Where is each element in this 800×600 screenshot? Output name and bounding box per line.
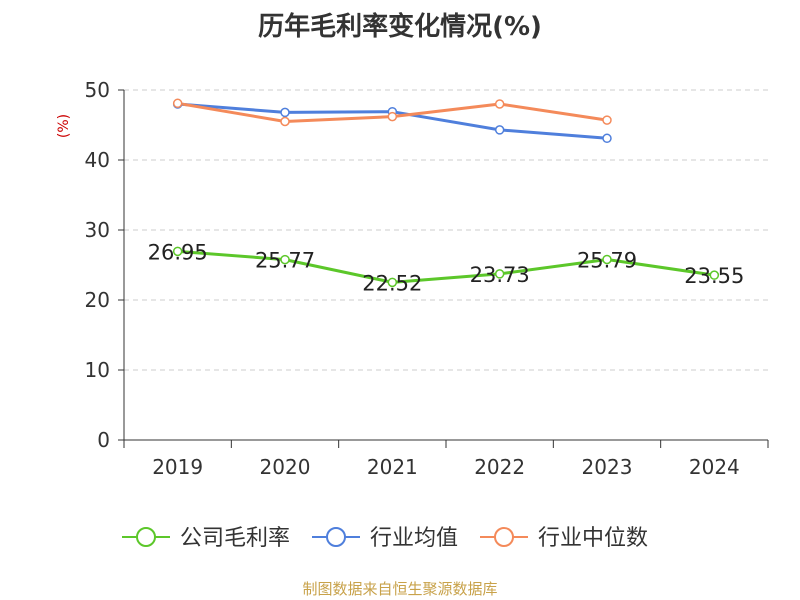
data-label: 23.55 [684, 264, 744, 288]
data-label: 26.95 [148, 240, 208, 264]
legend-label: 行业中位数 [538, 526, 648, 551]
legend-item-1: 公司毛利率 [122, 526, 290, 551]
x-tick-label: 2023 [582, 455, 633, 479]
data-point [280, 254, 290, 265]
data-point [709, 270, 720, 280]
legend-item-2: 行业均值 [312, 526, 458, 551]
legend: 公司毛利率 行业均值 行业中位数 [122, 526, 648, 551]
data-point [494, 269, 505, 279]
series-line-1 [177, 249, 715, 284]
data-point [387, 111, 398, 122]
legend-item-3: 行业中位数 [480, 526, 648, 551]
data-label: 23.73 [470, 263, 530, 287]
grid-lines [124, 89, 768, 371]
x-tick-label: 2020 [260, 455, 311, 479]
data-point [602, 115, 612, 125]
data-point [494, 125, 505, 135]
data-point [387, 277, 398, 288]
data-point [602, 254, 612, 265]
legend-marker [326, 527, 346, 547]
data-label: 25.79 [577, 248, 637, 272]
y-tick-label: 50 [85, 78, 110, 102]
data-point [172, 246, 183, 257]
series-points [172, 98, 720, 288]
y-axis-label: (%) [56, 114, 72, 138]
legend-marker [494, 527, 514, 547]
data-point [280, 116, 290, 127]
legend-marker [136, 527, 156, 547]
y-tick-label: 10 [85, 358, 110, 382]
y-tick-label: 30 [85, 218, 110, 242]
x-tick-label: 2019 [152, 455, 203, 479]
source-note: 制图数据来自恒生聚源数据库 [302, 580, 498, 598]
data-labels: 26.95 25.77 22.52 23.73 25.79 23.55 [148, 240, 745, 295]
data-point [494, 99, 505, 109]
data-label: 25.77 [255, 249, 315, 273]
y-tick-label: 40 [85, 148, 110, 172]
axes: 0 10 20 30 40 50 (%) 2019 2020 2021 2022 2023 2024 [56, 78, 769, 479]
data-label: 22.52 [362, 271, 422, 295]
y-tick-label: 20 [85, 288, 110, 312]
x-tick-label: 2022 [474, 455, 525, 479]
x-tick-label: 2021 [367, 455, 418, 479]
data-point [280, 107, 290, 118]
chart-title: 历年毛利率变化情况(%) [258, 12, 542, 42]
data-point [602, 133, 612, 144]
legend-label: 行业均值 [370, 526, 458, 551]
data-point [172, 98, 183, 109]
legend-label: 公司毛利率 [180, 526, 290, 551]
y-tick-label: 0 [97, 428, 110, 452]
x-tick-label: 2024 [689, 455, 740, 479]
